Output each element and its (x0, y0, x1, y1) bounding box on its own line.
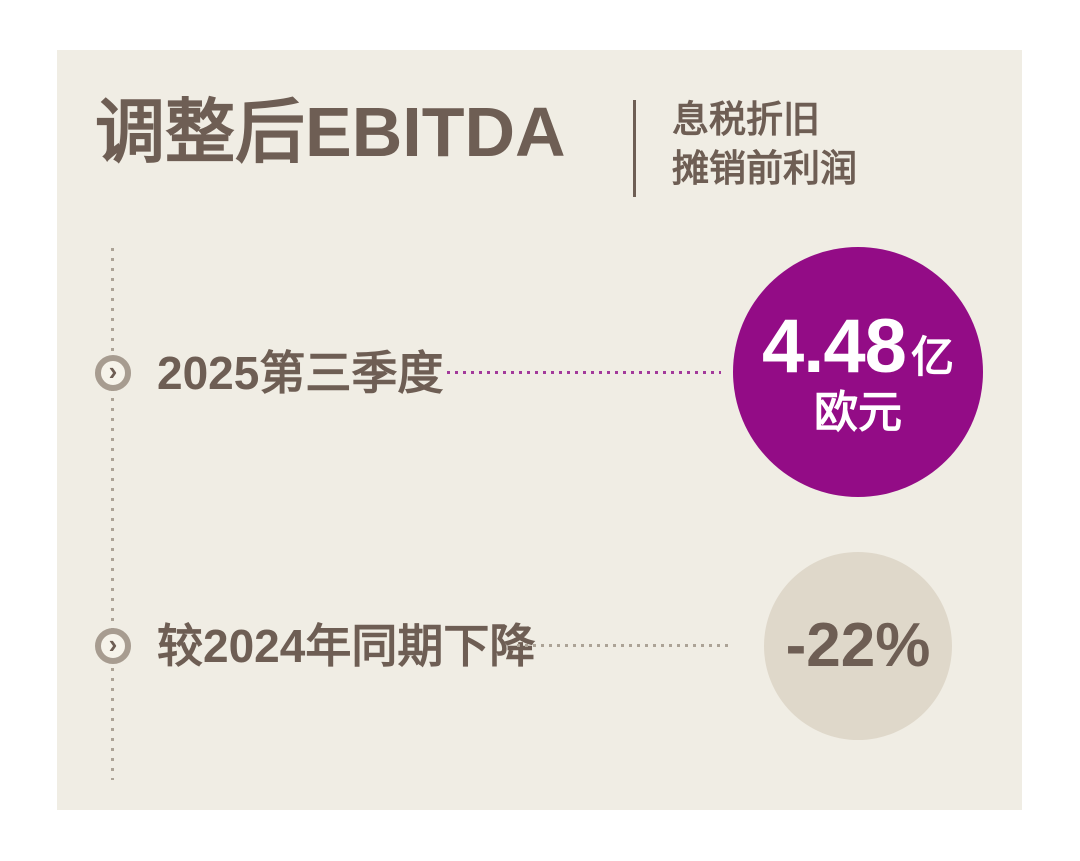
dotted-connector-neutral (517, 644, 728, 647)
subtitle-line-2: 摊销前利润 (672, 148, 857, 189)
dotted-connector-purple (447, 371, 721, 374)
page-title: 调整后EBITDA (95, 93, 566, 171)
timeline-dotted-line (111, 248, 114, 780)
subtitle: 息税折旧 摊销前利润 (672, 95, 857, 193)
value-circle-change: -22% (764, 552, 952, 740)
subtitle-line-1: 息税折旧 (672, 99, 820, 140)
ebitda-value: 4.48 (762, 304, 907, 389)
chevron-right-icon: › (108, 356, 118, 386)
yoy-change-value: -22% (785, 611, 931, 680)
chevron-bullet-icon: › (95, 628, 131, 664)
row-label-q3-2025: 2025第三季度 (157, 347, 444, 399)
ebitda-value-unit: 亿 (910, 334, 954, 382)
chevron-bullet-icon: › (95, 355, 131, 391)
value-line: 4.48 亿 (762, 309, 954, 385)
chevron-right-icon: › (108, 629, 118, 659)
row-label-yoy-change: 较2024年同期下降 (157, 620, 536, 672)
title-divider (633, 100, 636, 197)
value-circle-ebitda: 4.48 亿 欧元 (733, 247, 983, 497)
ebitda-currency: 欧元 (814, 388, 902, 437)
